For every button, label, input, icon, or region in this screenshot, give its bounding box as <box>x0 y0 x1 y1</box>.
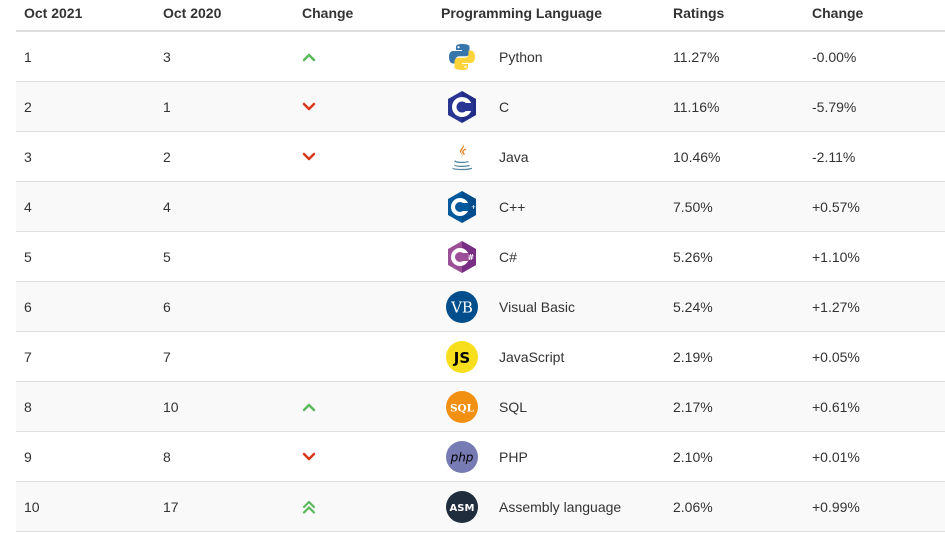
java-logo-icon <box>445 140 479 174</box>
svg-text:++: ++ <box>471 204 479 211</box>
table-row: 9 8 php PHP 2.10% +0.01% <box>16 432 945 482</box>
language-name[interactable]: C# <box>499 248 517 265</box>
rating-change: +0.05% <box>812 348 860 365</box>
svg-text:SQL: SQL <box>450 403 475 415</box>
table-row: 7 7 JS JavaScript 2.19% +0.05% <box>16 332 945 382</box>
rating-change: +1.10% <box>812 248 860 265</box>
header-change-percent[interactable]: Change <box>812 5 864 21</box>
table-row: 2 1 C 11.16% -5.79% <box>16 82 945 132</box>
rank-oct-2020: 10 <box>163 398 179 415</box>
rating-value: 5.26% <box>673 248 713 265</box>
svg-text:VB: VB <box>450 299 473 317</box>
language-name[interactable]: JavaScript <box>499 348 565 365</box>
rating-change: -5.79% <box>812 98 857 115</box>
header-oct-2021[interactable]: Oct 2021 <box>24 5 83 21</box>
rating-change: +0.61% <box>812 398 860 415</box>
double-chevron-up-icon <box>302 500 316 514</box>
rank-oct-2020: 17 <box>163 498 179 515</box>
svg-text:ASM: ASM <box>450 503 475 514</box>
rank-oct-2020: 1 <box>163 98 171 115</box>
rating-value: 5.24% <box>673 298 713 315</box>
csharp-logo-icon: # <box>445 240 479 274</box>
chevron-down-icon <box>302 450 316 464</box>
php-logo-icon: php <box>445 440 479 474</box>
rating-value: 10.46% <box>673 148 721 165</box>
chevron-down-icon <box>302 150 316 164</box>
rating-change: -0.00% <box>812 48 857 65</box>
rank-oct-2021: 3 <box>24 148 32 165</box>
rank-oct-2020: 6 <box>163 298 171 315</box>
visual-basic-logo-icon: VB <box>445 290 479 324</box>
chevron-up-icon <box>302 50 316 64</box>
rating-value: 2.19% <box>673 348 713 365</box>
language-name[interactable]: C++ <box>499 198 526 215</box>
svg-text:#: # <box>468 253 475 262</box>
language-name[interactable]: Assembly language <box>499 498 622 515</box>
python-logo-icon <box>445 40 479 74</box>
rank-oct-2021: 10 <box>24 498 40 515</box>
rank-oct-2021: 2 <box>24 98 32 115</box>
table-row: 6 6 VB Visual Basic 5.24% +1.27% <box>16 282 945 332</box>
table-header: Oct 2021 Oct 2020 Change Programming Lan… <box>16 0 945 32</box>
rank-oct-2021: 9 <box>24 448 32 465</box>
tiobe-ranking-table: Oct 2021 Oct 2020 Change Programming Lan… <box>16 0 945 533</box>
table-row: 4 4 ++ C++ 7.50% +0.57% <box>16 182 945 232</box>
rating-change: +1.27% <box>812 298 860 315</box>
language-name[interactable]: Visual Basic <box>499 298 576 315</box>
rank-oct-2020: 7 <box>163 348 171 365</box>
language-name[interactable]: Java <box>499 148 529 165</box>
rating-value: 11.27% <box>673 48 720 65</box>
c-logo-icon <box>445 90 479 124</box>
header-change[interactable]: Change <box>302 5 354 21</box>
language-name[interactable]: PHP <box>499 448 528 465</box>
table-row: 5 5 # C# 5.26% +1.10% <box>16 232 945 282</box>
rating-value: 7.50% <box>673 198 713 215</box>
cpp-logo-icon: ++ <box>445 190 481 224</box>
sql-logo-icon: SQL <box>445 390 479 424</box>
rank-oct-2021: 7 <box>24 348 32 365</box>
rating-value: 2.10% <box>673 448 713 465</box>
rating-value: 2.17% <box>673 398 713 415</box>
rank-oct-2020: 3 <box>163 48 171 65</box>
svg-text:JS: JS <box>453 349 470 367</box>
svg-text:php: php <box>450 451 474 465</box>
javascript-logo-icon: JS <box>445 340 479 374</box>
rank-oct-2020: 5 <box>163 248 171 265</box>
rank-oct-2020: 2 <box>163 148 171 165</box>
rank-oct-2021: 6 <box>24 298 32 315</box>
rank-oct-2021: 4 <box>24 198 32 215</box>
header-programming-language[interactable]: Programming Language <box>441 5 603 21</box>
header-ratings[interactable]: Ratings <box>673 5 725 21</box>
header-oct-2020[interactable]: Oct 2020 <box>163 5 222 21</box>
rating-change: +0.99% <box>812 498 860 515</box>
rank-oct-2021: 1 <box>24 48 32 65</box>
language-name[interactable]: Python <box>499 48 543 65</box>
rank-oct-2021: 8 <box>24 398 32 415</box>
rank-oct-2020: 8 <box>163 448 171 465</box>
rating-change: -2.11% <box>812 148 856 165</box>
language-name[interactable]: SQL <box>499 398 528 415</box>
assembly-logo-icon: ASM <box>445 490 479 524</box>
table-row: 3 2 Java 10.46% -2.11% <box>16 132 945 182</box>
rank-oct-2020: 4 <box>163 198 171 215</box>
rating-change: +0.01% <box>812 448 860 465</box>
table-row: 8 10 SQL SQL 2.17% +0.61% <box>16 382 945 432</box>
rating-value: 2.06% <box>673 498 713 515</box>
rating-value: 11.16% <box>673 98 720 115</box>
language-name[interactable]: C <box>499 98 510 115</box>
chevron-down-icon <box>302 100 316 114</box>
rank-oct-2021: 5 <box>24 248 32 265</box>
chevron-up-icon <box>302 400 316 414</box>
table-row: 1 3 Python 11.27% -0.00% <box>16 32 945 82</box>
table-row: 10 17 ASM Assembly language 2.06% +0.99% <box>16 482 945 532</box>
rating-change: +0.57% <box>812 198 860 215</box>
